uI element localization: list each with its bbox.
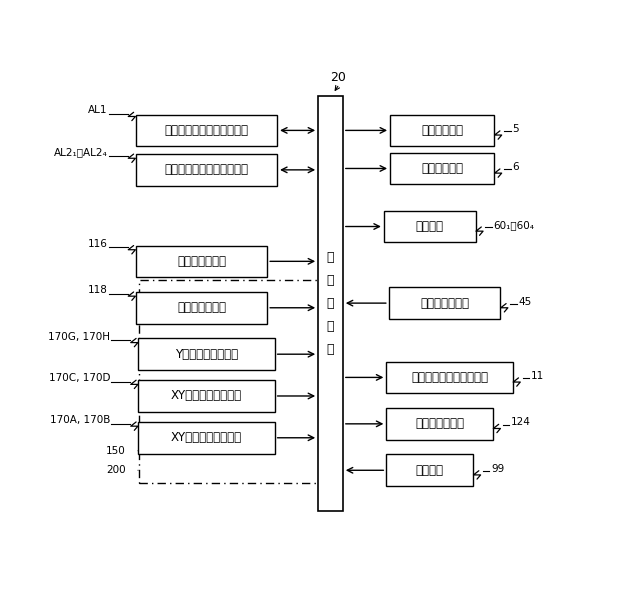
Text: 45: 45	[518, 297, 531, 307]
Text: Yリニアエンコーダ: Yリニアエンコーダ	[175, 348, 238, 361]
Text: 124: 124	[511, 417, 531, 428]
Text: 5: 5	[512, 124, 518, 134]
Bar	[138, 280, 321, 483]
Bar	[387, 455, 473, 486]
Bar	[136, 154, 277, 186]
Bar	[136, 245, 268, 277]
Text: 20: 20	[330, 71, 346, 84]
Bar	[138, 338, 275, 370]
Text: 干渉計システム: 干渉計システム	[177, 302, 226, 314]
Text: 170C, 170D: 170C, 170D	[49, 373, 110, 384]
Text: 118: 118	[88, 285, 108, 295]
Text: AL1: AL1	[88, 106, 108, 115]
Bar	[390, 115, 494, 146]
Text: 主
制
御
装
置: 主 制 御 装 置	[327, 251, 334, 356]
Bar	[388, 288, 500, 319]
Text: レチクルステージ駆動系: レチクルステージ駆動系	[411, 371, 488, 384]
Text: 液体回収装置: 液体回収装置	[421, 162, 463, 175]
Text: 116: 116	[88, 239, 108, 248]
Bar	[384, 210, 476, 242]
Text: 11: 11	[531, 371, 544, 381]
Text: 液体供給装置: 液体供給装置	[421, 124, 463, 137]
Text: AL2₁～AL2₄: AL2₁～AL2₄	[54, 147, 108, 157]
Text: レチクル干渉計: レチクル干渉計	[177, 255, 226, 268]
Text: セカンダリアライメント系: セカンダリアライメント系	[164, 163, 248, 176]
Text: 200: 200	[106, 466, 125, 475]
Bar	[136, 115, 277, 146]
Text: ステージ駆動系: ステージ駆動系	[415, 417, 464, 431]
Text: 150: 150	[106, 446, 125, 456]
Bar	[387, 408, 493, 440]
Text: XYリニアエンコーダ: XYリニアエンコーダ	[171, 431, 242, 444]
Text: 170A, 170B: 170A, 170B	[50, 415, 110, 425]
Bar	[136, 292, 268, 324]
Text: 170G, 170H: 170G, 170H	[48, 332, 110, 341]
Bar	[390, 153, 494, 185]
Bar	[138, 380, 275, 412]
Bar	[387, 362, 513, 393]
Bar	[318, 95, 343, 511]
Text: センサ群: センサ群	[416, 464, 444, 477]
Bar	[138, 422, 275, 453]
Text: 60₁～60₄: 60₁～60₄	[493, 220, 534, 230]
Text: 6: 6	[512, 162, 518, 172]
Text: 駆動機構: 駆動機構	[416, 220, 444, 233]
Text: 99: 99	[491, 464, 504, 474]
Text: プライマリアライメント系: プライマリアライメント系	[164, 124, 248, 137]
Text: 空間像計測装置: 空間像計測装置	[420, 297, 469, 309]
Text: XYリニアエンコーダ: XYリニアエンコーダ	[171, 390, 242, 402]
